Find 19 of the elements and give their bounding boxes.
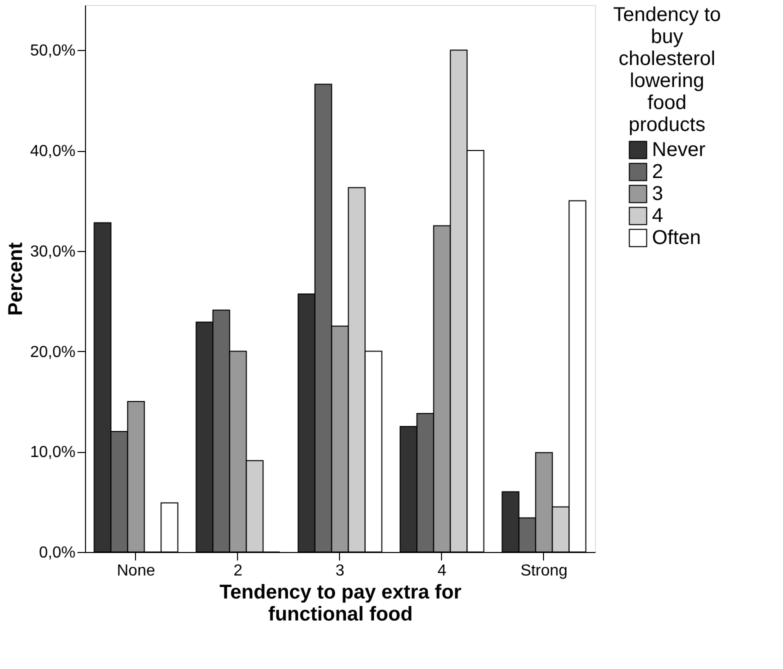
x-tick-label: 2: [234, 562, 243, 580]
x-tick-label: Strong: [520, 562, 568, 580]
y-tick-label: 40,0%: [30, 143, 76, 160]
y-tick-label: 50,0%: [30, 42, 76, 60]
x-tick-label: 3: [336, 562, 345, 580]
y-tick-label: 0,0%: [39, 544, 76, 562]
x-tick-label: 4: [438, 562, 447, 580]
y-tick-label: 30,0%: [30, 243, 76, 260]
x-tick-label: None: [116, 562, 156, 580]
legend-title: Tendency to buy cholesterol lowering food products: [613, 4, 721, 136]
legend-label: Never: [652, 139, 706, 161]
legend-label: 4: [652, 205, 664, 227]
x-axis-title: Tendency to pay extra for functional food: [220, 582, 462, 626]
legend-label: Often: [652, 227, 701, 249]
legend-label: 2: [652, 161, 664, 183]
y-tick-label: 10,0%: [30, 444, 76, 462]
legend-label: 3: [652, 183, 664, 205]
y-tick-label: 20,0%: [30, 344, 76, 361]
y-axis-title: Percent: [5, 242, 28, 316]
